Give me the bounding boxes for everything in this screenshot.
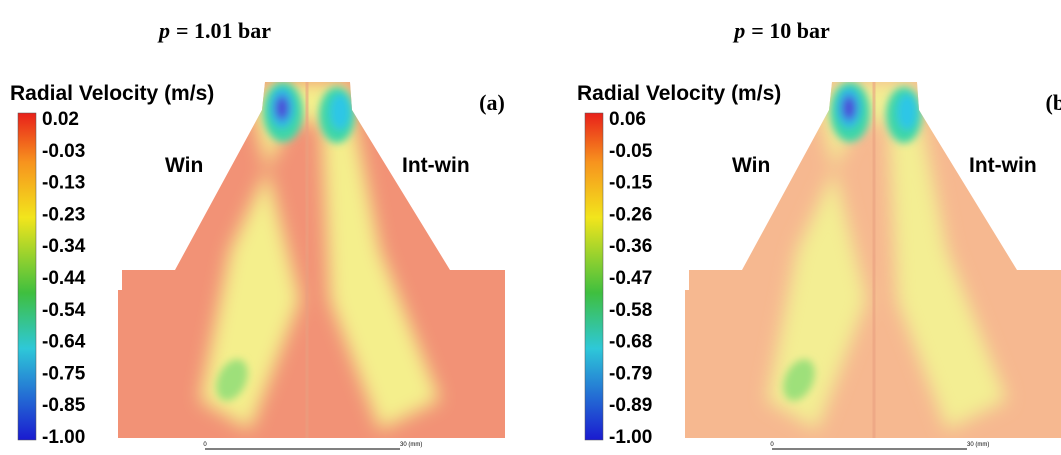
colorbar-tick-label: -0.13 [42,173,85,194]
annotation: Win [165,154,203,177]
colorbar-tick-label: 0.06 [609,109,646,130]
field-base [118,82,505,438]
field-spots [216,82,355,401]
colorbar-tick-label: -0.75 [42,363,86,384]
colorbar-tick-label: -0.44 [42,268,86,289]
field-spots [783,82,922,401]
header-value: = 1.01 bar [176,18,271,43]
panel-header: p = 10 bar [732,18,830,43]
streak [320,100,440,430]
panel: p = 10 bar Radial Velocity (m/s) 0.06 -0.05 -… [577,18,1061,450]
colorbar-tick-label: 0.02 [42,109,79,130]
colorbar-tick-label: -1.00 [609,427,652,448]
colorbar-tick-label: -0.15 [609,173,653,194]
field-base [685,82,1061,438]
colorbar-tick-label: -0.85 [42,395,86,416]
colorbar-tick-label: -0.26 [609,204,652,225]
header-variable: p [157,18,170,43]
colorbar-tick-label: -1.00 [42,427,85,448]
streak [887,100,1007,430]
flow-field [118,82,505,438]
annotation: Win [732,154,770,177]
colorbar-label: Radial Velocity (m/s) [10,82,214,105]
scale-bar-label: 30 (mm) [967,442,989,448]
panel-label: (b) [1046,90,1061,115]
colorbar-tick-label: -0.36 [609,236,652,257]
colorbar [17,112,37,441]
colorbar-tick-label: -0.68 [609,332,652,353]
panel: p = 1.01 bar Radial Velocity (m/s) 0.02 -0.0… [10,18,505,450]
streak [767,100,867,430]
scale-bar-label: 0 [203,442,207,448]
spot [216,359,248,401]
spot [330,94,350,130]
spot [897,94,917,130]
annotation: Int-win [969,154,1037,177]
colorbar-tick-label: -0.54 [42,300,86,321]
scale-bar-label: 30 (mm) [400,442,422,448]
colorbar-tick-label: -0.89 [609,395,652,416]
colorbar-tick-label: -0.03 [42,141,85,162]
spot [275,96,289,120]
colorbar-tick-label: -0.58 [609,300,652,321]
colorbar-tick-label: -0.05 [609,141,653,162]
spot [783,359,815,401]
annotation: Int-win [402,154,470,177]
header-variable: p [732,18,745,43]
panel-header: p = 1.01 bar [157,18,271,43]
colorbar-tick-label: -0.79 [609,363,652,384]
colorbar-label: Radial Velocity (m/s) [577,82,781,105]
colorbar [584,112,604,441]
streak [200,100,300,430]
spot [842,96,856,120]
colorbar-tick-label: -0.47 [609,268,652,289]
header-value: = 10 bar [751,18,830,43]
flow-field [685,82,1061,438]
scale-bar-label: 0 [770,442,774,448]
colorbar-tick-label: -0.34 [42,236,86,257]
panel-label: (a) [479,90,505,115]
colorbar-tick-label: -0.23 [42,204,85,225]
colorbar-tick-label: -0.64 [42,332,86,353]
